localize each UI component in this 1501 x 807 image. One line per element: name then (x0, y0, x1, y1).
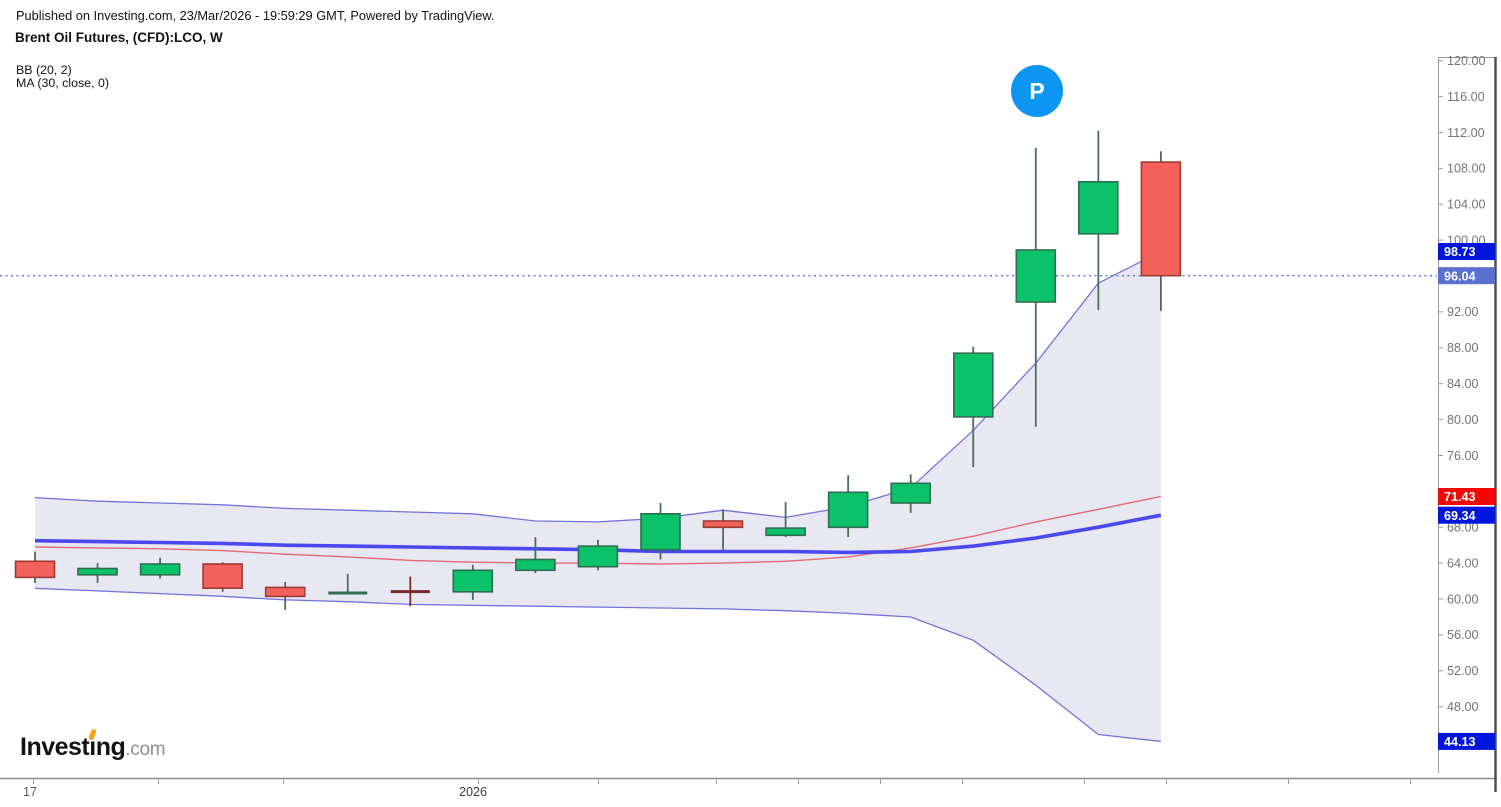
y-axis-label: 92.00 (1447, 305, 1479, 319)
x-axis-label: 2026 (459, 785, 487, 799)
y-axis-label: 68.00 (1447, 521, 1479, 535)
candle-body (14, 560, 56, 579)
candle-body (952, 352, 994, 418)
y-axis-label: 60.00 (1447, 592, 1479, 606)
price-badge-value: 96.04 (1444, 269, 1476, 283)
candle-body (264, 586, 306, 598)
publisher-badge-letter: P (1029, 77, 1045, 104)
y-axis-label: 76.00 (1447, 449, 1479, 463)
price-badge-value: 44.13 (1444, 735, 1476, 749)
price-badge-bb-basis (1438, 488, 1495, 505)
instrument-title: Brent Oil Futures, (CFD):LCO, W (15, 30, 223, 45)
candle-body (640, 512, 681, 551)
price-badge-bb-upper (1438, 243, 1495, 260)
price-badge-bb-lower (1438, 732, 1495, 750)
candle-body (1015, 249, 1057, 303)
y-axis-label: 104.00 (1447, 198, 1486, 212)
y-axis-label: 116.00 (1447, 90, 1485, 104)
y-axis-label: 88.00 (1447, 341, 1479, 355)
price-badge-value: 98.73 (1444, 245, 1476, 259)
investing-logo[interactable]: Investı ng.com (20, 728, 166, 762)
doji-bar (328, 591, 368, 595)
price-badge-value: 69.34 (1444, 509, 1476, 523)
bb-fill-area (35, 251, 1161, 742)
candle-body (77, 567, 118, 576)
logo-text-end: ng (95, 733, 126, 761)
y-axis-label: 80.00 (1447, 413, 1479, 427)
candle-body (139, 563, 181, 576)
candle-body (827, 491, 869, 529)
candle-body (577, 545, 619, 568)
candle-body (452, 569, 494, 593)
y-axis-label: 52.00 (1447, 664, 1479, 678)
price-badge-value: 71.43 (1444, 490, 1476, 504)
price-badge-ma-30 (1438, 506, 1495, 524)
publisher-badge[interactable]: P (1011, 65, 1063, 117)
y-axis-label: 48.00 (1447, 700, 1479, 714)
y-axis-label: 120.00 (1447, 54, 1486, 68)
candle-body (765, 527, 806, 537)
y-axis-label: 84.00 (1447, 377, 1479, 391)
candle-body (702, 520, 744, 529)
indicator-ma-label: MA (30, close, 0) (16, 76, 109, 90)
y-axis-label: 64.00 (1447, 556, 1479, 570)
y-axis-label: 56.00 (1447, 628, 1479, 642)
x-axis-label: 17 (23, 785, 37, 799)
candle-body (202, 563, 243, 590)
y-axis-label: 108.00 (1447, 162, 1486, 176)
price-badge-last-price (1438, 267, 1495, 285)
indicator-bb-label: BB (20, 2) (16, 63, 72, 77)
published-line: Published on Investing.com, 23/Mar/2026 … (16, 8, 495, 23)
candle-body (1078, 181, 1119, 235)
candle-body (515, 558, 556, 572)
bb-lower-line (34, 587, 1161, 743)
logo-letter-i: ı (89, 733, 96, 761)
candle-body (1140, 161, 1182, 277)
logo-text-start: Invest (20, 733, 90, 761)
candle-body (890, 482, 932, 504)
doji-bar (390, 590, 430, 594)
logo-suffix: .com (125, 739, 166, 760)
y-axis-label: 112.00 (1447, 126, 1485, 140)
